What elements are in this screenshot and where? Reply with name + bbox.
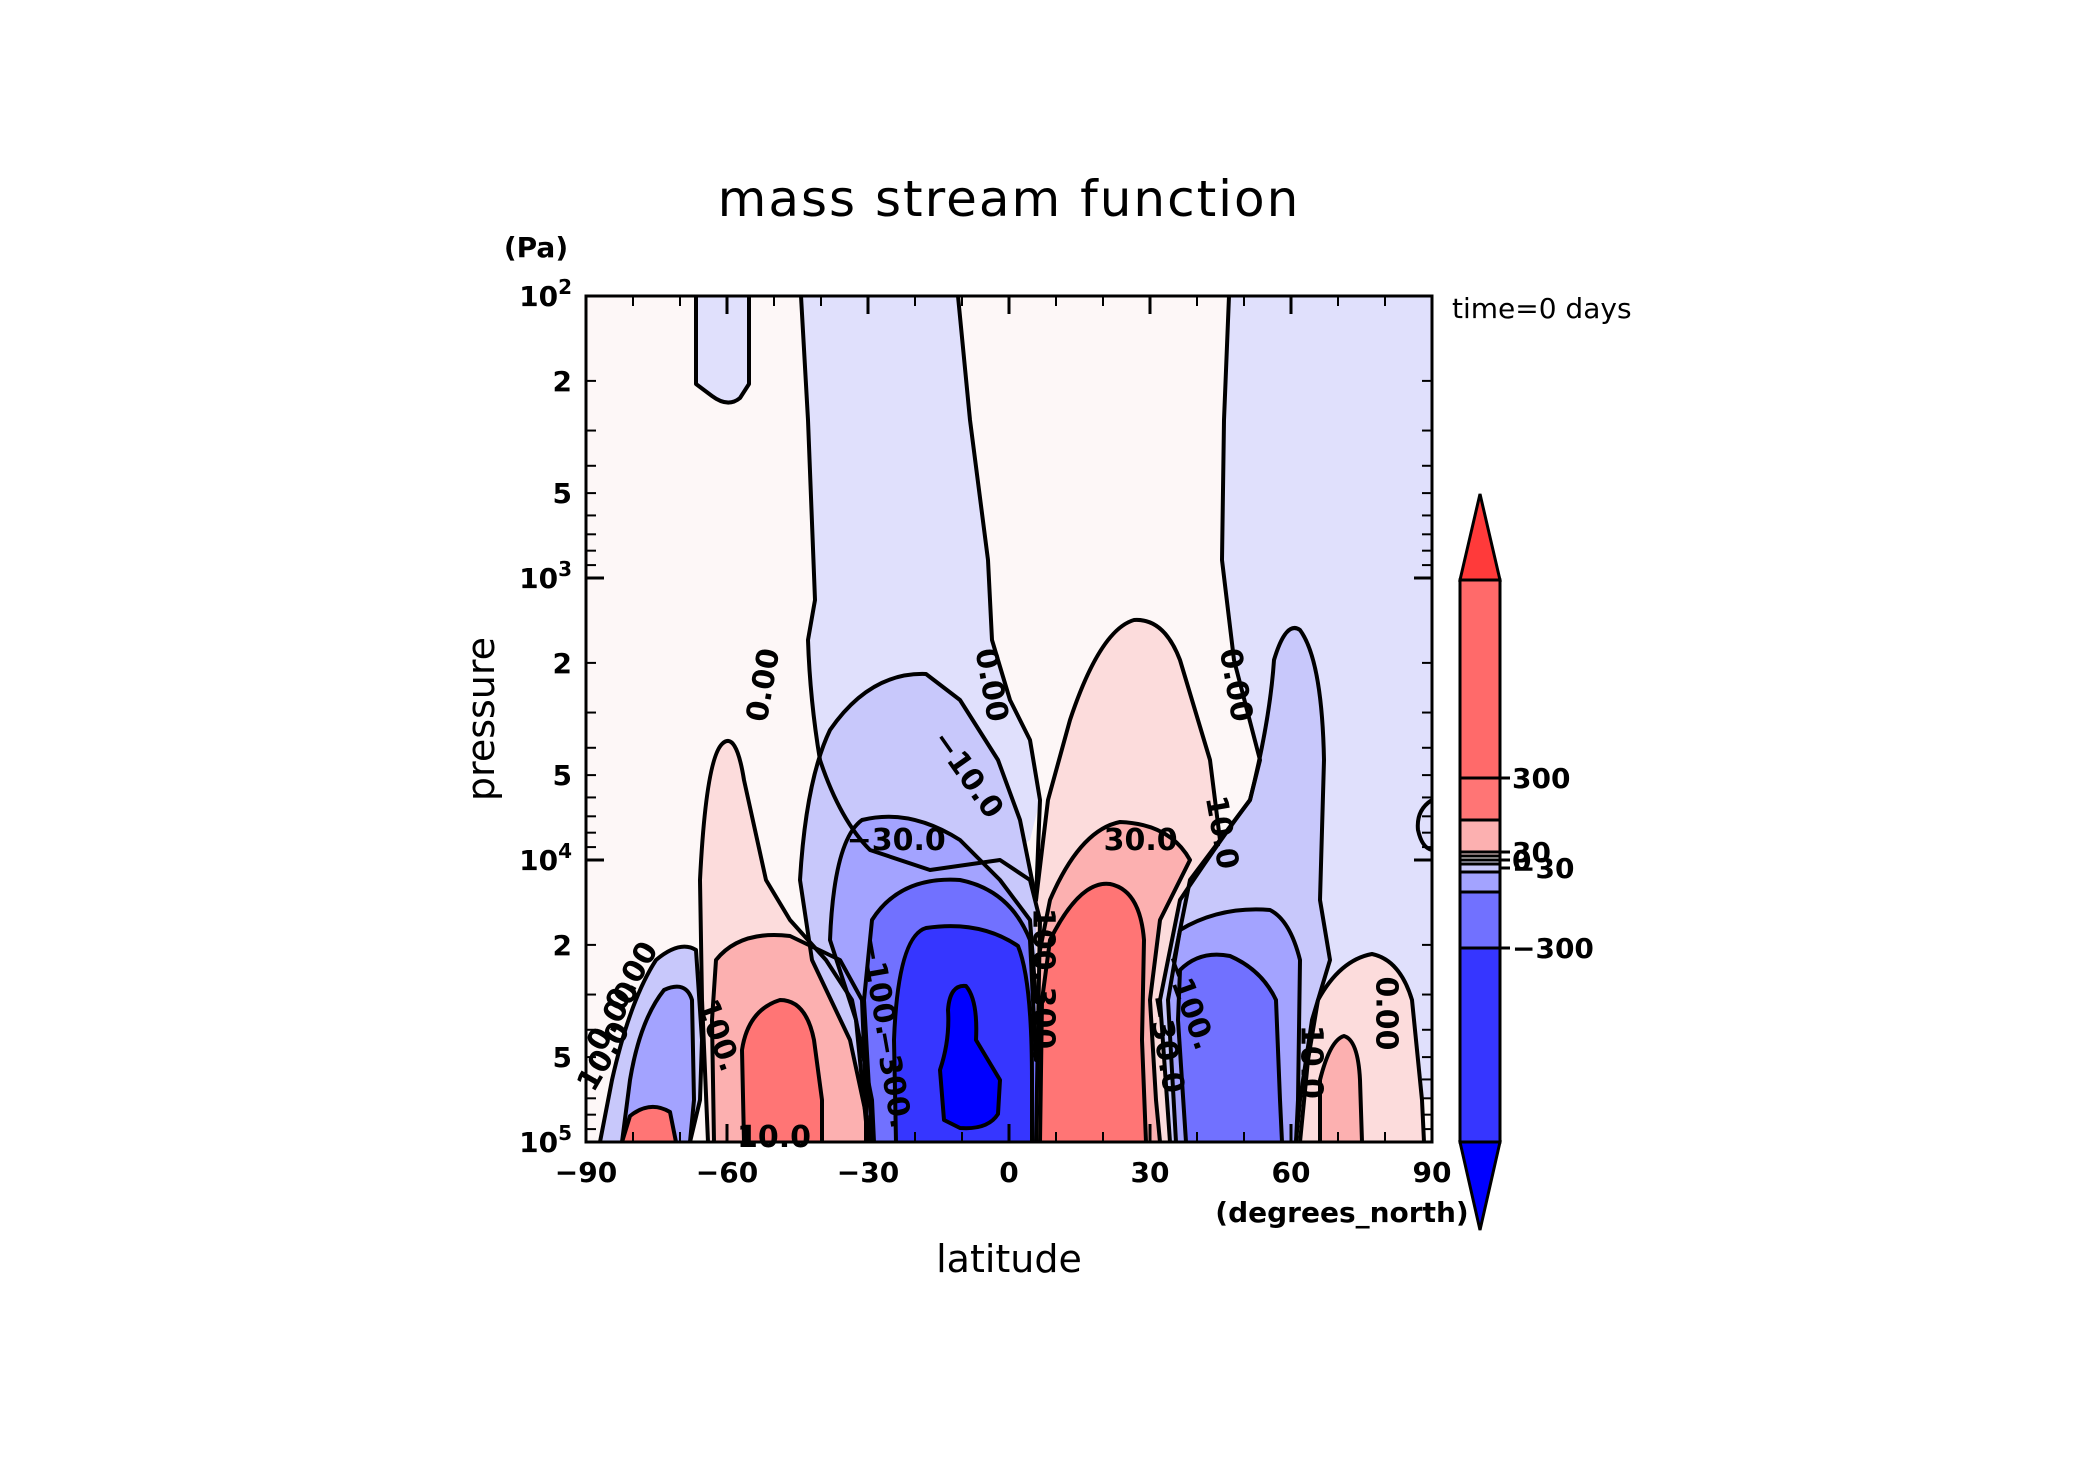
- contour-label: 0.00: [1369, 976, 1404, 1050]
- colorbar-band: [1460, 864, 1500, 872]
- y-tick-label: 103: [519, 557, 572, 595]
- contour-label: 300.: [1025, 986, 1060, 1060]
- y-tick-label: 5: [553, 759, 572, 792]
- x-axis-label: latitude: [936, 1237, 1082, 1281]
- chart-title: mass stream function: [718, 170, 1301, 228]
- contour-line-nh-high-10: [1298, 952, 1426, 1142]
- colorbar-band: [1460, 860, 1500, 864]
- x-tick-label: −90: [555, 1156, 617, 1189]
- x-axis: −90 −60 −30 0 30 60 90: [555, 296, 1452, 1189]
- colorbar-band: [1460, 852, 1500, 856]
- y-tick-label: 104: [519, 839, 572, 877]
- x-tick-label: 60: [1272, 1156, 1311, 1189]
- contour-line-zero-eq: [956, 296, 1042, 902]
- x-tick-label: 90: [1413, 1156, 1452, 1189]
- contour-line-nh-high-100: [1318, 1034, 1364, 1142]
- y-tick-label: 102: [519, 275, 572, 313]
- contour-label: 100.: [1025, 908, 1060, 982]
- contour-line-nh-trop-30: [1036, 820, 1192, 1142]
- contour-line-sh-cell-30: [698, 739, 876, 1142]
- fill-pos-sh-cell-300: [742, 1000, 822, 1142]
- contour-label: −30.0: [847, 823, 946, 858]
- contour-line-sh-polar-10: [598, 944, 704, 1142]
- x-tick-label: −30: [837, 1156, 899, 1189]
- contour-line-nh-trop-10: [1034, 617, 1222, 902]
- fill-pos-nh-trop-300: [1040, 883, 1146, 1142]
- y-axis-label: pressure: [459, 637, 503, 801]
- y-tick-label: 5: [553, 1041, 572, 1074]
- contour-line-zero-left-finger: [694, 296, 751, 405]
- y-tick-label: 105: [519, 1121, 572, 1159]
- colorbar-label: −300: [1512, 932, 1594, 965]
- colorbar-label: −30: [1512, 852, 1574, 885]
- fill-neg-upper-left-finger: [696, 296, 749, 403]
- contour-label: 30.0: [1104, 823, 1178, 858]
- colorbar-label: 300: [1512, 762, 1570, 795]
- colorbar-band: [1460, 580, 1500, 778]
- time-annotation: time=0 days: [1452, 292, 1632, 325]
- fill-pos-sh-polar-strip: [622, 1106, 676, 1142]
- contour-line-sh-trop-300: [892, 924, 1034, 1142]
- contour-label: 10.0: [1293, 1025, 1328, 1099]
- contour-line-sh-trop-core: [938, 983, 1002, 1131]
- colorbar-band: [1460, 778, 1500, 820]
- colorbar-max-extension: [1458, 493, 1502, 582]
- fill-neg-sh-trop-core: [940, 985, 1000, 1129]
- contour-line-sh-polar-strip: [620, 1104, 678, 1142]
- y-axis: 102 2 5 103 2 5 104 2 5 105: [519, 275, 1432, 1159]
- colorbar-band: [1460, 856, 1500, 860]
- contour-line-sh-trop-10: [798, 671, 1038, 1142]
- colorbar-band: [1460, 948, 1500, 1142]
- y-tick-label: 5: [553, 477, 572, 510]
- x-tick-label: 0: [999, 1156, 1018, 1189]
- contour-line-sh-trop-30: [828, 814, 1038, 1142]
- fill-neg-sh-polar-30: [622, 986, 694, 1142]
- colorbar-band: [1460, 820, 1500, 852]
- contour-lines: [598, 296, 1432, 1142]
- contour-line-sh-cell-100: [710, 933, 868, 1142]
- contour-line-nh-cell-10: [1158, 626, 1332, 1142]
- colorbar-label: 30: [1512, 836, 1551, 869]
- x-tick-label: 30: [1131, 1156, 1170, 1189]
- colorbar-label: 0: [1512, 844, 1531, 877]
- contour-line-nh-cell-30: [1166, 907, 1302, 1142]
- fill-pos-nh-high-100: [1320, 1036, 1362, 1142]
- contour-line-sh-trop-100: [862, 877, 1038, 1142]
- colorbar-band: [1460, 892, 1500, 948]
- y-tick-label: 2: [553, 647, 572, 680]
- fill-neg-band-nh: [1222, 296, 1432, 1100]
- contour-line-nh-cell-100: [1176, 952, 1284, 1142]
- contour-line-sh-cell-300: [740, 998, 824, 1142]
- y-axis-unit: (Pa): [504, 231, 568, 264]
- colorbar-band: [1460, 872, 1500, 892]
- x-tick-label: −60: [696, 1156, 758, 1189]
- contour-line-nh-trop-100: [1038, 881, 1148, 1142]
- x-axis-unit: (degrees_north): [1215, 1196, 1468, 1229]
- y-tick-label: 2: [553, 365, 572, 398]
- y-tick-label: 2: [553, 929, 572, 962]
- fill-neg-nh-cell-100: [1178, 954, 1282, 1142]
- contour-line-sh-polar-30: [620, 984, 696, 1142]
